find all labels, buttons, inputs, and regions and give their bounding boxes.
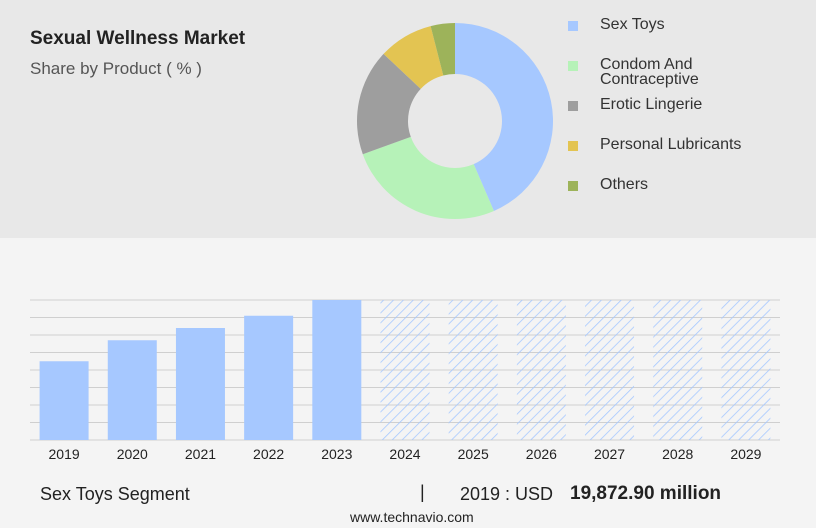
forecast-placeholder — [721, 300, 771, 440]
donut-slice — [356, 53, 421, 155]
website: www.technavio.com — [350, 509, 474, 525]
x-tick-label: 2020 — [117, 446, 148, 462]
x-tick-label: 2026 — [526, 446, 557, 462]
legend-label: Condom And Contraceptive — [600, 56, 699, 88]
x-tick-label: 2024 — [389, 446, 420, 462]
legend-item: Erotic Lingerie — [568, 96, 760, 113]
legend-swatch — [568, 141, 578, 151]
legend-swatch — [568, 101, 578, 111]
forecast-placeholder — [653, 300, 703, 440]
legend-item: Personal Lubricants — [568, 136, 760, 153]
x-tick-label: 2025 — [458, 446, 489, 462]
separator: | — [420, 482, 425, 502]
legend-swatch — [568, 181, 578, 191]
legend-label: Sex Toys — [600, 16, 665, 33]
bar — [312, 300, 362, 440]
legend-swatch — [568, 21, 578, 31]
legend-swatch — [568, 61, 578, 71]
x-tick-label: 2022 — [253, 446, 284, 462]
x-tick-label: 2028 — [662, 446, 693, 462]
legend-label: Erotic Lingerie — [600, 96, 703, 113]
legend-label: Others — [600, 176, 649, 193]
chart-title: Sexual Wellness Market — [30, 28, 246, 49]
donut-slice — [362, 136, 494, 220]
legend-item: Condom And Contraceptive — [568, 56, 760, 88]
chart-subtitle: Share by Product ( % ) — [30, 59, 202, 78]
x-tick-label: 2023 — [321, 446, 352, 462]
x-tick-label: 2027 — [594, 446, 625, 462]
donut-slice — [430, 23, 455, 76]
value-text: 19,872.90 million — [570, 483, 722, 504]
forecast-placeholder — [380, 300, 430, 440]
bar — [175, 328, 225, 440]
bar — [107, 340, 157, 440]
x-tick-label: 2029 — [730, 446, 761, 462]
donut-slice — [383, 26, 444, 89]
value-prefix: 2019 : USD — [460, 484, 554, 504]
forecast-placeholder — [585, 300, 635, 440]
bar — [244, 315, 294, 440]
forecast-placeholder — [516, 300, 566, 440]
donut-slice — [455, 23, 553, 211]
x-tick-label: 2019 — [49, 446, 80, 462]
legend-item: Sex Toys — [568, 16, 760, 33]
forecast-placeholder — [448, 300, 498, 440]
x-tick-label: 2021 — [185, 446, 216, 462]
legend-label: Personal Lubricants — [600, 136, 742, 153]
segment-label: Sex Toys Segment — [40, 484, 190, 504]
bar — [39, 361, 89, 440]
legend-item: Others — [568, 176, 760, 193]
